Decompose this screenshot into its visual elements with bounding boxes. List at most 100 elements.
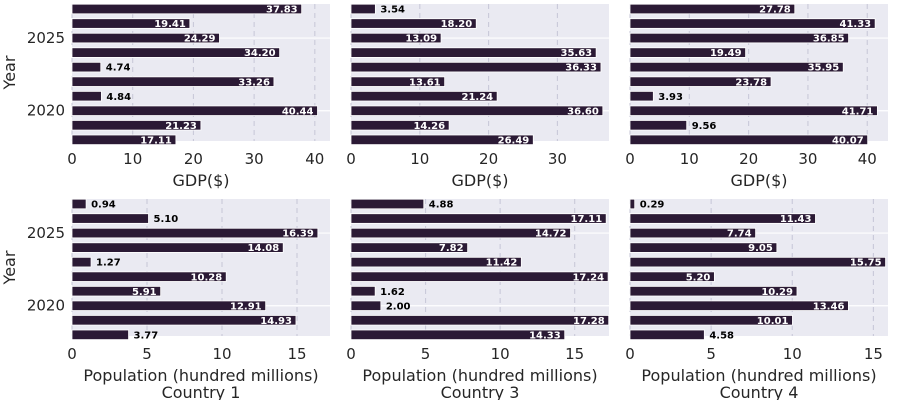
bar-6 — [350, 242, 469, 253]
y-axis-title: Year — [0, 250, 19, 285]
x-tick-label: 0 — [346, 150, 356, 168]
bar-8 — [629, 213, 816, 224]
bar-value-label: 16.39 — [282, 229, 314, 240]
bar-5 — [71, 256, 92, 268]
bar-0 — [629, 134, 869, 146]
bar-5 — [629, 256, 886, 268]
x-tick-label: 10 — [410, 150, 429, 168]
x-tick-label: 20 — [479, 150, 498, 168]
bar-3 — [71, 285, 162, 297]
bar-6 — [71, 47, 281, 58]
y-tick-label: 2025 — [27, 29, 65, 47]
bar-value-label: 14.33 — [529, 330, 561, 341]
bar-value-label: 37.83 — [266, 5, 298, 16]
bar-value-label: 41.33 — [839, 19, 871, 30]
bar-5 — [350, 61, 602, 73]
bar-9 — [350, 198, 425, 210]
bar-value-label: 4.74 — [106, 63, 131, 74]
bar-value-label: 9.05 — [748, 243, 773, 254]
bar-9 — [350, 3, 376, 15]
bar-2 — [350, 300, 382, 311]
bar-value-label: 19.41 — [154, 19, 186, 30]
x-tick-label: 40 — [858, 150, 877, 168]
bar-value-label: 10.01 — [757, 316, 789, 327]
bar-value-label: 10.29 — [761, 287, 793, 298]
y-axis-title: Year — [0, 55, 19, 90]
bar-value-label: 14.93 — [260, 316, 292, 327]
bar-9 — [71, 198, 87, 210]
bar-3 — [629, 91, 654, 102]
x-tick-label: 15 — [565, 345, 584, 363]
bar-value-label: 5.20 — [686, 272, 711, 283]
y-tick-label: 2025 — [27, 224, 65, 242]
bar-0 — [71, 329, 129, 341]
bar-value-label: 3.54 — [380, 5, 405, 16]
bar-5 — [71, 61, 102, 73]
bar-4 — [350, 76, 446, 87]
bar-8 — [629, 18, 876, 29]
x-tick-label: 40 — [305, 150, 324, 168]
bar-8 — [71, 213, 149, 224]
bar-8 — [350, 213, 607, 224]
x-axis-title: GDP($) — [730, 171, 787, 190]
bar-value-label: 13.09 — [405, 34, 437, 45]
bar-3 — [350, 91, 498, 102]
x-tick-label: 10 — [491, 345, 510, 363]
bar-value-label: 18.20 — [441, 19, 473, 30]
bar-value-label: 17.24 — [572, 272, 604, 283]
bar-value-label: 14.72 — [535, 229, 567, 240]
bar-value-label: 14.26 — [413, 121, 445, 132]
bar-value-label: 35.95 — [808, 63, 840, 74]
bar-0 — [350, 329, 566, 341]
x-axis-title: GDP($) — [172, 171, 229, 190]
x-tick-label: 5 — [142, 345, 152, 363]
bar-0 — [629, 329, 705, 341]
bar-7 — [350, 227, 571, 239]
bar-5 — [350, 256, 522, 268]
x-tick-label: 0 — [625, 150, 635, 168]
x-tick-label: 10 — [212, 345, 231, 363]
bar-value-label: 13.61 — [409, 77, 441, 88]
bar-value-label: 35.63 — [560, 48, 592, 59]
bar-3 — [350, 285, 376, 297]
x-tick-label: 30 — [548, 150, 567, 168]
bar-value-label: 3.93 — [658, 92, 683, 103]
bar-2 — [350, 105, 604, 116]
bar-4 — [629, 271, 715, 282]
bar-value-label: 40.44 — [282, 106, 314, 117]
bar-value-label: 5.91 — [132, 287, 157, 298]
bar-value-label: 21.24 — [461, 92, 493, 103]
bar-value-label: 4.84 — [106, 92, 131, 103]
bar-7 — [71, 32, 220, 44]
bar-value-label: 36.33 — [565, 63, 597, 74]
bar-2 — [71, 105, 318, 116]
bar-6 — [71, 242, 284, 253]
bar-2 — [629, 105, 878, 116]
bar-4 — [71, 271, 227, 282]
bar-7 — [629, 32, 849, 44]
bar-0 — [350, 134, 534, 146]
bar-6 — [350, 47, 597, 58]
bar-value-label: 0.94 — [91, 200, 116, 211]
bar-value-label: 21.23 — [165, 121, 197, 132]
x-axis-title: Population (hundred millions) — [641, 366, 876, 385]
bar-value-label: 27.78 — [759, 5, 791, 16]
bar-value-label: 12.91 — [230, 301, 262, 312]
bar-value-label: 34.20 — [244, 48, 276, 59]
bar-0 — [71, 134, 177, 146]
y-tick-label: 2020 — [27, 297, 65, 315]
x-tick-label: 0 — [67, 150, 77, 168]
x-tick-label: 20 — [184, 150, 203, 168]
x-tick-label: 10 — [123, 150, 142, 168]
bar-value-label: 41.71 — [842, 106, 874, 117]
country-caption: Country 1 — [162, 383, 241, 400]
bar-value-label: 23.78 — [735, 77, 767, 88]
bar-9 — [629, 198, 636, 210]
bar-value-label: 4.58 — [709, 330, 734, 341]
x-axis-title: GDP($) — [451, 171, 508, 190]
x-tick-label: 15 — [287, 345, 306, 363]
bar-7 — [629, 227, 756, 239]
y-tick-label: 2020 — [27, 102, 65, 120]
country-caption: Country 4 — [720, 383, 799, 400]
x-tick-label: 0 — [625, 345, 635, 363]
